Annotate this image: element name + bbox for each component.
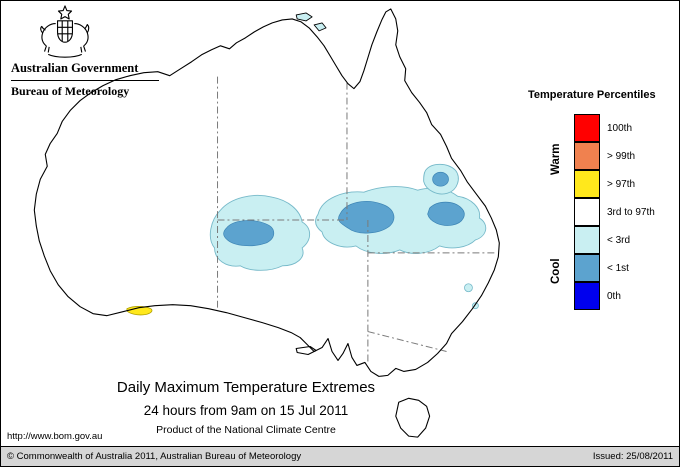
legend-row: > 97th <box>528 169 678 198</box>
crest-star <box>57 5 73 20</box>
crest-kangaroo <box>40 23 56 53</box>
legend-title: Temperature Percentiles <box>528 89 656 101</box>
legend-label: < 3rd <box>607 234 631 246</box>
coat-of-arms-icon <box>40 5 90 58</box>
crest-shield-stripes <box>57 20 73 42</box>
mainland-coastline <box>33 8 500 377</box>
legend-swatch <box>574 169 600 198</box>
top-end-island <box>313 22 327 32</box>
tasmania-coastline <box>395 397 431 438</box>
map-title: Daily Maximum Temperature Extremes <box>116 379 376 396</box>
legend-swatch <box>574 253 600 282</box>
legend-row: > 99th <box>528 141 678 170</box>
government-title: Australian Government <box>11 61 139 75</box>
cool-speck-qld-coast <box>464 283 473 293</box>
branding-divider <box>11 80 159 81</box>
map-title-block: Daily Maximum Temperature Extremes 24 ho… <box>86 379 406 436</box>
legend-label: > 97th <box>607 178 636 190</box>
footer-issued: Issued: 25/08/2011 <box>592 451 673 462</box>
legend-label: < 1st <box>607 262 629 274</box>
crest-emu <box>74 23 90 53</box>
legend-row: 0th <box>528 281 678 310</box>
footer-bar: © Commonwealth of Australia 2011, Austra… <box>1 446 679 466</box>
cool-core-north-lobe <box>432 171 449 187</box>
coastline <box>33 8 500 438</box>
legend-label: 100th <box>607 122 633 134</box>
branding-block: Australian Government Bureau of Meteorol… <box>11 5 163 99</box>
cool-core-central-b <box>427 201 465 226</box>
cool-core-central-a <box>338 201 395 234</box>
crest-shield <box>56 20 74 43</box>
tiwi-island <box>295 12 313 22</box>
legend-cool-label: Cool <box>550 258 562 284</box>
legend-label: > 99th <box>607 150 636 162</box>
legend-row: 100th <box>528 114 678 142</box>
legend-swatch <box>574 225 600 254</box>
bureau-title: Bureau of Meteorology <box>11 84 130 98</box>
legend-label: 3rd to 97th <box>607 206 655 218</box>
footer-url: http://www.bom.gov.au <box>7 431 103 442</box>
legend-row: < 3rd <box>528 225 678 254</box>
legend-row: < 1st <box>528 253 678 282</box>
legend-label: 0th <box>607 290 621 302</box>
legend-row: 3rd to 97th <box>528 197 678 226</box>
legend: Temperature Percentiles Warm Cool 100th … <box>528 89 678 325</box>
cool-core-west <box>223 220 275 247</box>
legend-swatch <box>574 141 600 170</box>
footer-copyright: © Commonwealth of Australia 2011, Austra… <box>7 451 302 462</box>
state-borders <box>217 76 497 362</box>
legend-swatch <box>574 281 600 310</box>
crest-scroll <box>47 53 83 58</box>
map-subtitle: 24 hours from 9am on 15 Jul 2011 <box>143 403 349 418</box>
kangaroo-island <box>295 345 317 356</box>
legend-swatch <box>574 114 600 142</box>
legend-swatch <box>574 197 600 226</box>
legend-warm-label: Warm <box>550 143 562 175</box>
map-product-line: Product of the National Climate Centre <box>156 424 336 436</box>
